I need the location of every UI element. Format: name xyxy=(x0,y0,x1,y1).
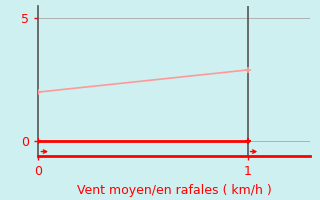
X-axis label: Vent moyen/en rafales ( km/h ): Vent moyen/en rafales ( km/h ) xyxy=(77,184,272,197)
